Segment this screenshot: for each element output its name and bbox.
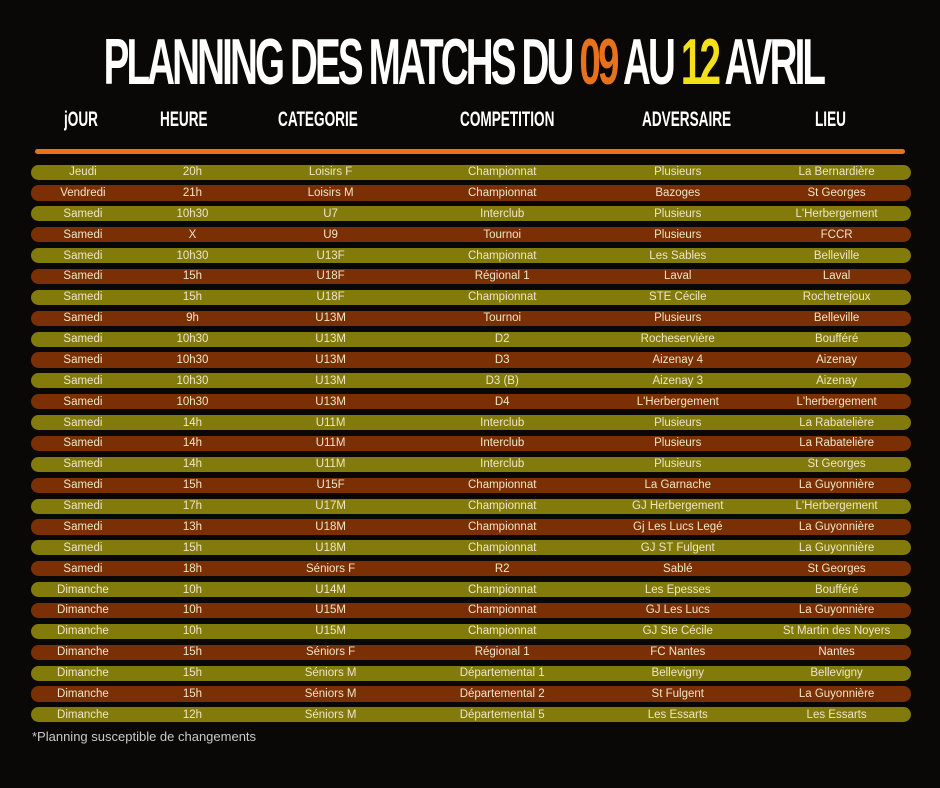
svg-text:LIEU: LIEU [815,107,846,131]
svg-text:CATEGORIE: CATEGORIE [278,107,358,131]
svg-text:COMPETITION: COMPETITION [460,107,554,131]
svg-text:HEURE: HEURE [160,107,208,131]
svg-text:PLANNING DES MATCHS DU 09 AU 1: PLANNING DES MATCHS DU 09 AU 12 AVRIL [104,25,826,98]
svg-text:ADVERSAIRE: ADVERSAIRE [642,107,731,131]
svg-text:jOUR: jOUR [64,107,98,131]
